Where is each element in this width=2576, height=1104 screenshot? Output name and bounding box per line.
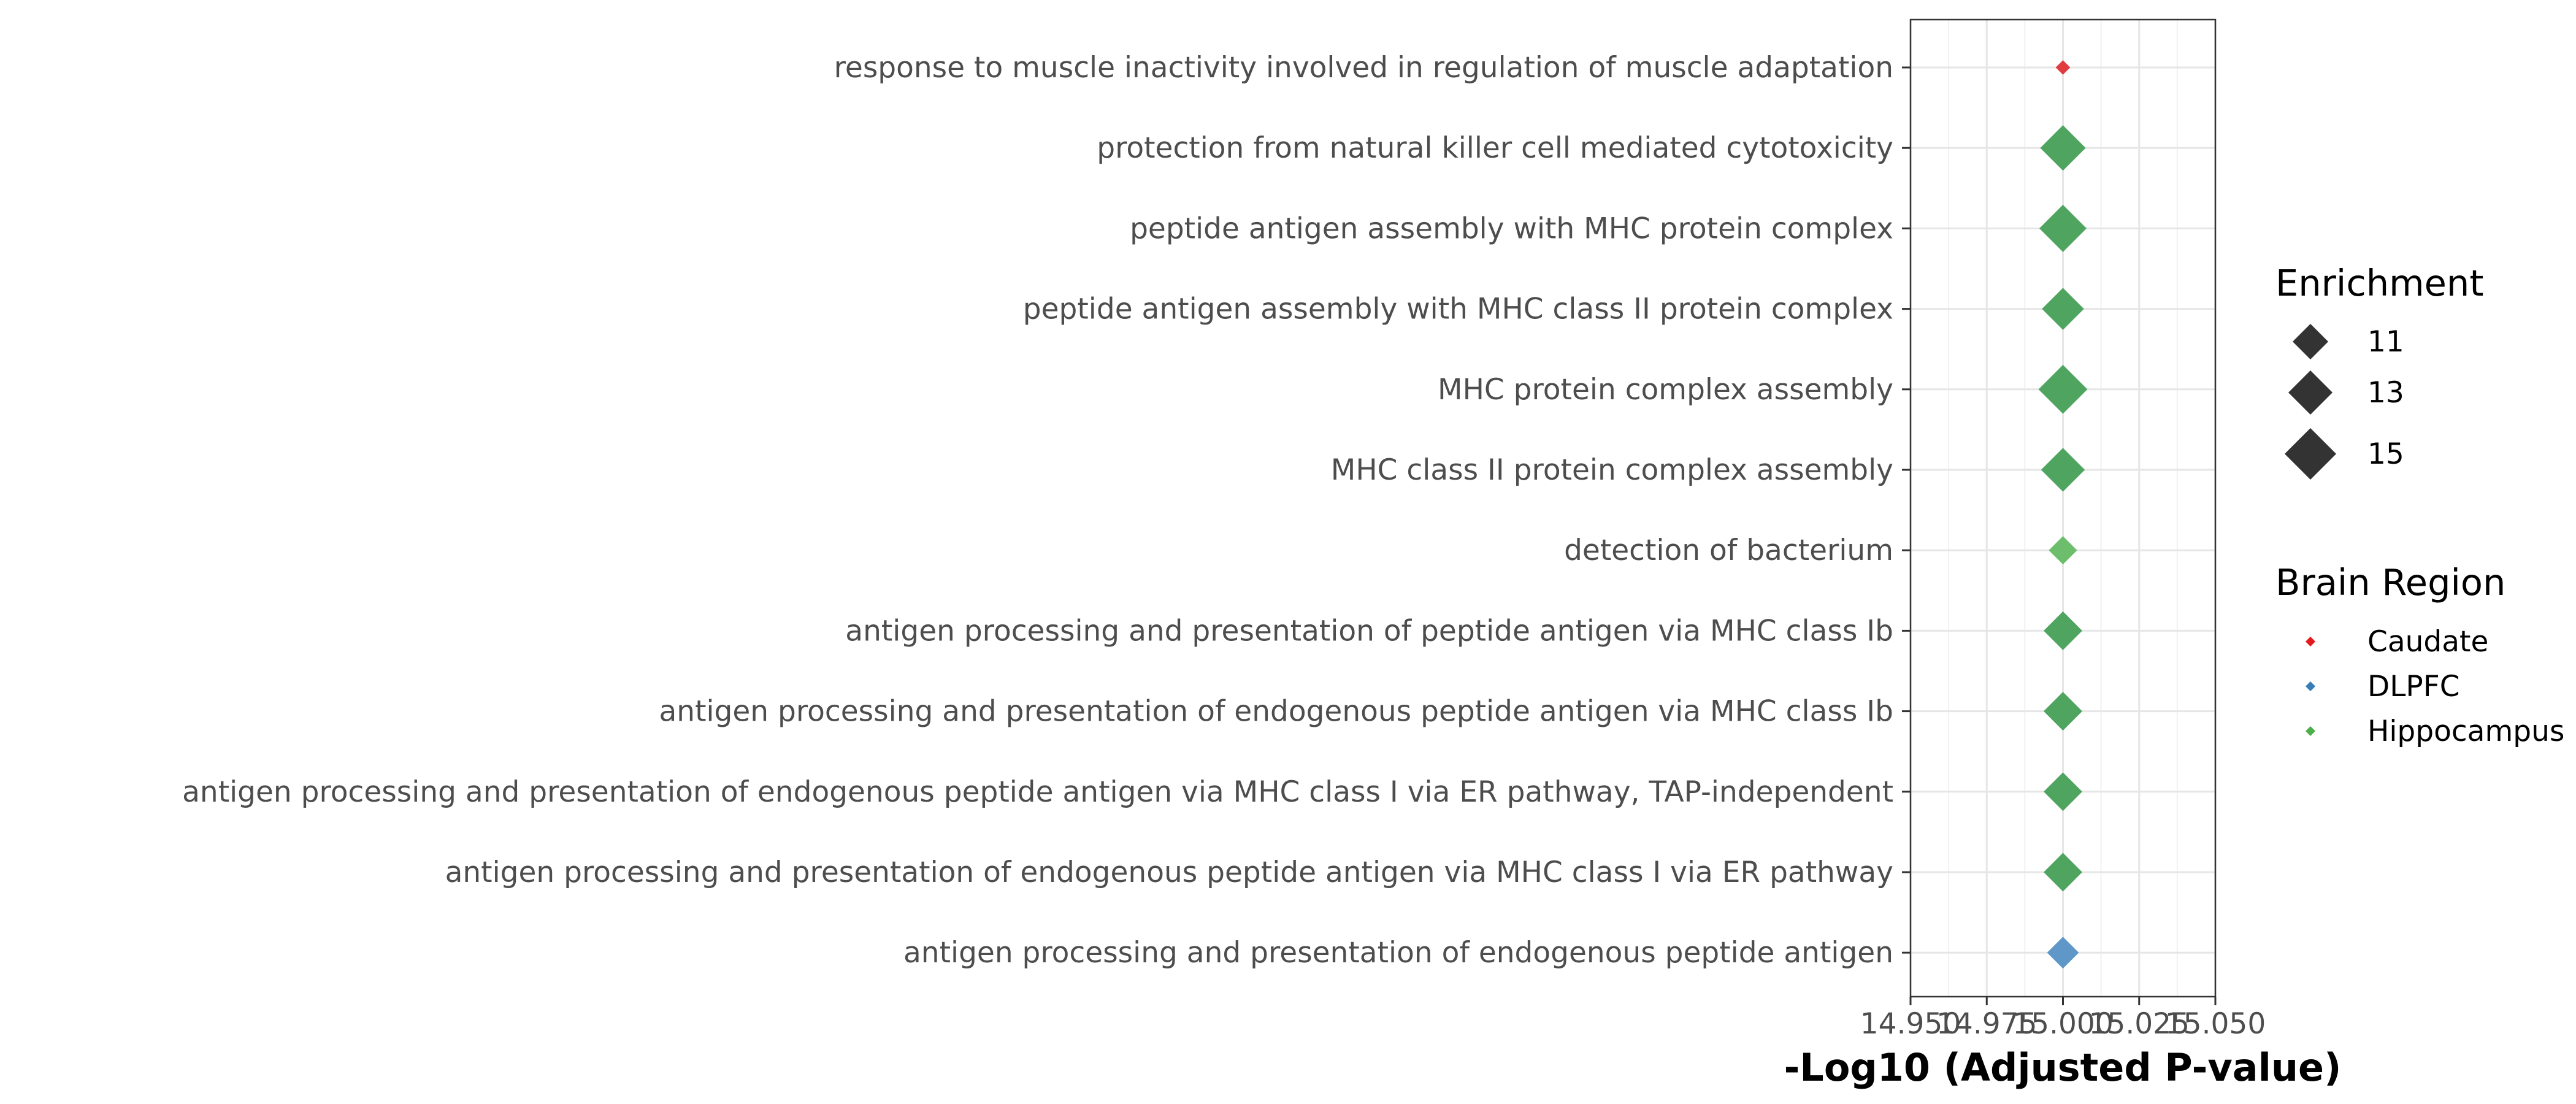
data-point xyxy=(2044,772,2082,811)
color-legend-key xyxy=(2306,681,2315,691)
grid-minor xyxy=(1948,20,2178,997)
size-legend-key xyxy=(2293,324,2328,359)
y-tick-label: peptide antigen assembly with MHC protei… xyxy=(1130,212,1893,245)
color-legend-label: Caudate xyxy=(2367,625,2488,659)
size-legend-key xyxy=(2288,370,2333,415)
y-tick-label: response to muscle inactivity involved i… xyxy=(834,51,1893,85)
x-tick-label: 14.975 xyxy=(1936,1007,2037,1041)
y-tick-label: antigen processing and presentation of e… xyxy=(182,775,1893,809)
data-point xyxy=(2038,364,2088,414)
size-legend-label: 11 xyxy=(2367,325,2404,359)
y-tick-label: MHC class II protein complex assembly xyxy=(1331,453,1893,487)
y-tick-label: protection from natural killer cell medi… xyxy=(1097,131,1893,165)
size-legend: Enrichment 11 13 15 xyxy=(2275,262,2483,480)
y-tick-label: antigen processing and presentation of p… xyxy=(845,614,1893,648)
data-point xyxy=(2040,125,2086,171)
color-legend-label: Hippocampus xyxy=(2367,715,2564,748)
data-points xyxy=(2038,60,2088,969)
x-tick-label: 15.050 xyxy=(2165,1007,2266,1041)
size-legend-key xyxy=(2285,428,2336,480)
color-legend: Brain Region Caudate DLPFC Hippocampus xyxy=(2275,561,2564,748)
y-tick-label: antigen processing and presentation of e… xyxy=(903,936,1893,970)
y-axis: response to muscle inactivity involved i… xyxy=(182,51,1911,970)
data-point xyxy=(2044,853,2082,892)
y-tick-label: antigen processing and presentation of e… xyxy=(659,695,1893,729)
data-point xyxy=(2049,536,2077,565)
color-legend-key xyxy=(2306,726,2315,736)
color-legend-label: DLPFC xyxy=(2367,670,2460,703)
y-tick-label: peptide antigen assembly with MHC class … xyxy=(1023,293,1893,326)
x-tick-label: 15.025 xyxy=(2089,1007,2190,1041)
data-point xyxy=(2044,611,2082,650)
y-tick-label: antigen processing and presentation of e… xyxy=(445,856,1893,889)
data-point xyxy=(2047,937,2079,969)
size-legend-title: Enrichment xyxy=(2275,262,2483,304)
data-point xyxy=(2041,448,2085,492)
y-tick-label: MHC protein complex assembly xyxy=(1438,373,1893,407)
size-legend-label: 15 xyxy=(2367,437,2404,471)
data-point xyxy=(2044,692,2082,731)
y-tick-label: detection of bacterium xyxy=(1564,534,1893,567)
x-tick-label: 15.000 xyxy=(2012,1007,2113,1041)
x-tick-label: 14.950 xyxy=(1860,1007,1961,1041)
color-legend-key xyxy=(2306,637,2315,646)
data-point xyxy=(2039,204,2087,252)
size-legend-label: 13 xyxy=(2367,376,2404,410)
data-point xyxy=(2042,288,2084,330)
color-legend-title: Brain Region xyxy=(2275,561,2505,604)
data-point xyxy=(2055,60,2071,75)
x-axis-title: -Log10 (Adjusted P-value) xyxy=(1784,1045,2342,1090)
